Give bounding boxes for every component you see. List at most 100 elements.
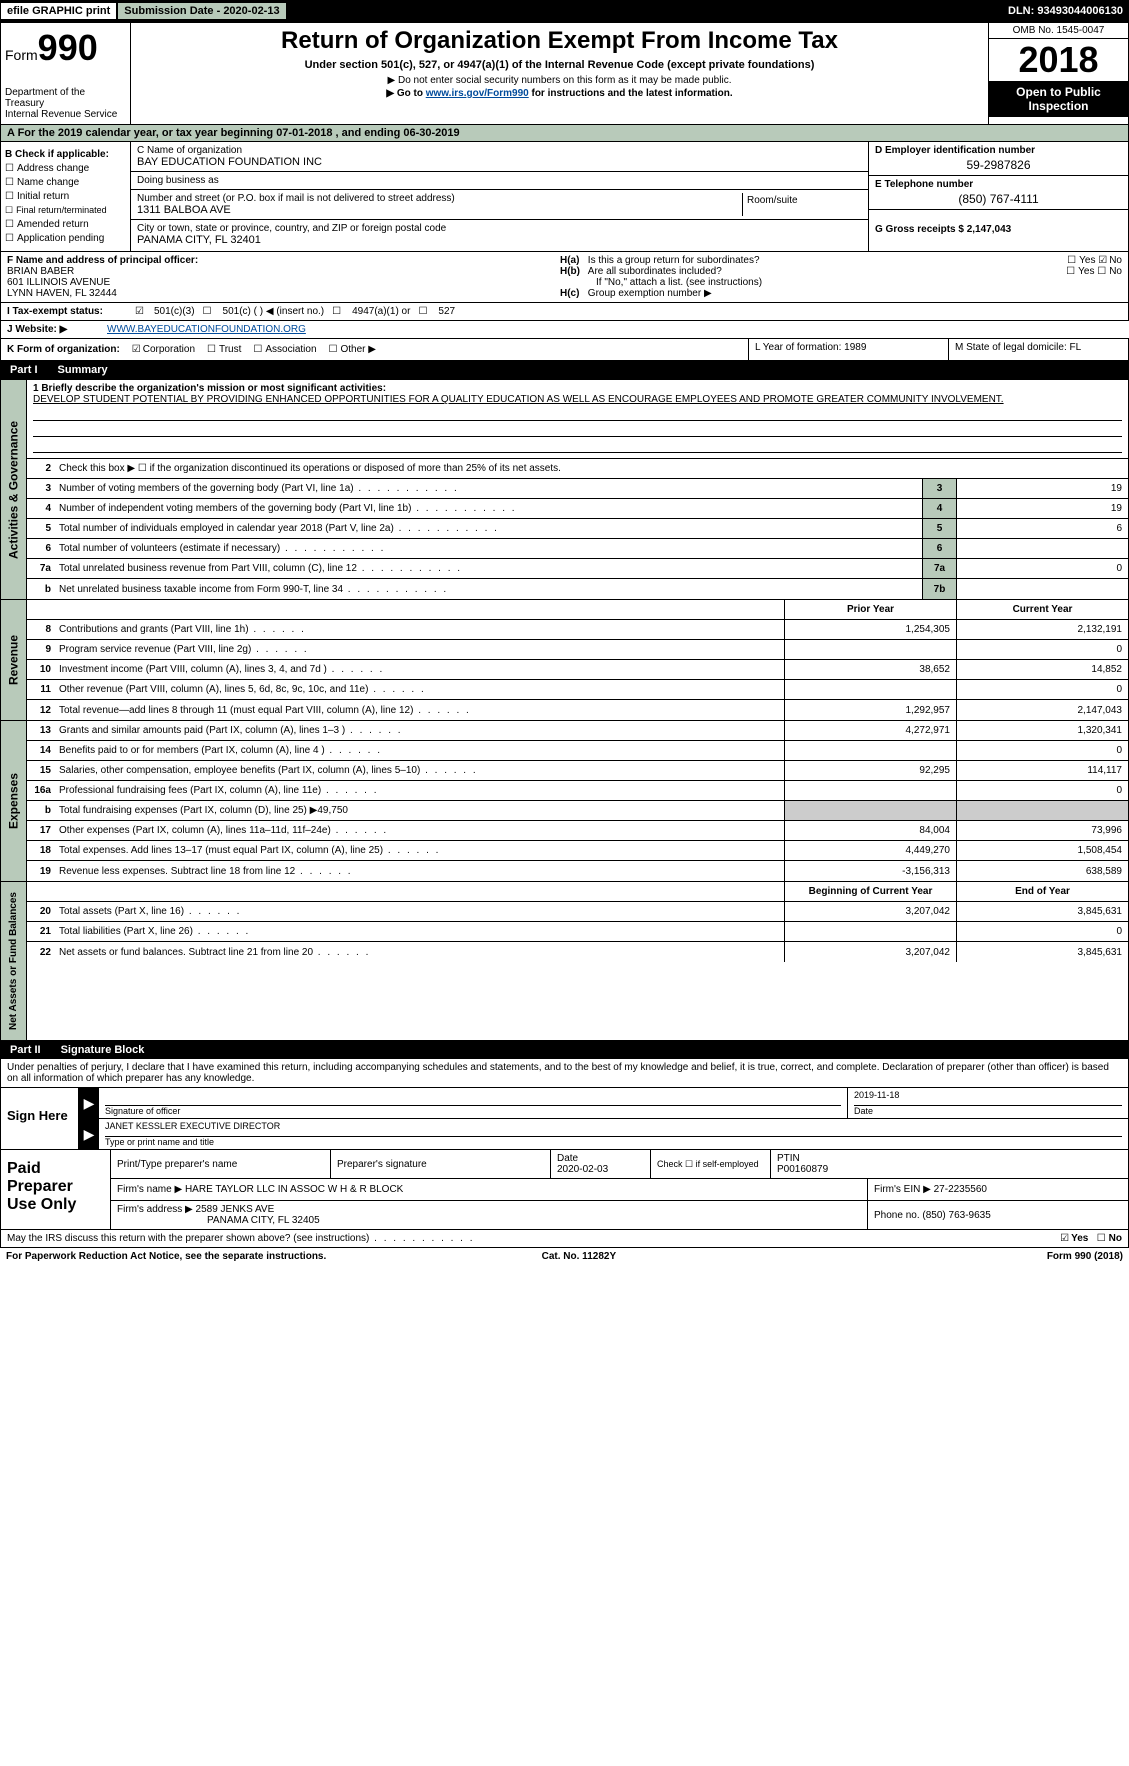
sign-here-label: Sign Here	[1, 1088, 79, 1149]
year-formation: L Year of formation: 1989	[749, 339, 949, 360]
sig-date: 2019-11-18	[854, 1090, 1122, 1106]
section-bcde: B Check if applicable: Address change Na…	[0, 142, 1129, 252]
state-domicile: M State of legal domicile: FL	[949, 339, 1128, 360]
line-num: b	[27, 582, 55, 597]
line-num: b	[27, 803, 55, 818]
ha-row: H(a) Is this a group return for subordin…	[560, 255, 1122, 266]
expenses-side-label: Expenses	[1, 721, 27, 881]
street-value: 1311 BALBOA AVE	[137, 204, 742, 216]
prior-value	[784, 680, 956, 699]
line-desc: Total liabilities (Part X, line 26)	[55, 924, 784, 939]
netassets-side-label: Net Assets or Fund Balances	[1, 882, 27, 1040]
prep-self-emp[interactable]: Check ☐ if self-employed	[651, 1150, 771, 1178]
line2-num: 2	[27, 461, 55, 476]
current-value: 3,845,631	[956, 902, 1128, 921]
chk-assoc[interactable]	[253, 344, 265, 355]
chk-527[interactable]	[418, 306, 430, 317]
line-num: 18	[27, 843, 55, 858]
irs-label: Internal Revenue Service	[5, 109, 126, 120]
signature-intro: Under penalties of perjury, I declare th…	[0, 1059, 1129, 1088]
chk-initial-return[interactable]: Initial return	[5, 191, 126, 202]
netassets-section: Net Assets or Fund Balances Beginning of…	[0, 882, 1129, 1041]
line-num: 9	[27, 642, 55, 657]
hb-yes[interactable]	[1066, 266, 1078, 277]
line-desc: Total unrelated business revenue from Pa…	[55, 561, 922, 576]
chk-other[interactable]	[329, 344, 341, 355]
line-desc: Program service revenue (Part VIII, line…	[55, 642, 784, 657]
discuss-text: May the IRS discuss this return with the…	[7, 1233, 475, 1244]
submission-date: Submission Date - 2020-02-13	[117, 2, 286, 20]
expenses-section: Expenses 13 Grants and similar amounts p…	[0, 721, 1129, 882]
current-value: 1,508,454	[956, 841, 1128, 860]
line-value	[956, 579, 1128, 599]
ha-no[interactable]	[1098, 255, 1109, 266]
current-value	[956, 801, 1128, 820]
column-c: C Name of organization BAY EDUCATION FOU…	[131, 142, 868, 251]
part1-title: Summary	[58, 364, 108, 376]
revenue-section: Revenue Prior Year Current Year 8 Contri…	[0, 600, 1129, 721]
line-num: 7a	[27, 561, 55, 576]
line-desc: Investment income (Part VIII, column (A)…	[55, 662, 784, 677]
table-row: 20 Total assets (Part X, line 16) 3,207,…	[27, 902, 1128, 922]
form-title: Return of Organization Exempt From Incom…	[141, 27, 978, 55]
mission-block: 1 Briefly describe the organization's mi…	[27, 380, 1128, 459]
prior-year-header: Prior Year	[784, 600, 956, 619]
chk-name-change[interactable]: Name change	[5, 177, 126, 188]
line-desc: Number of voting members of the governin…	[55, 481, 922, 496]
line-desc: Salaries, other compensation, employee b…	[55, 763, 784, 778]
firm-ein-label: Firm's EIN ▶	[874, 1184, 931, 1195]
line-desc: Net assets or fund balances. Subtract li…	[55, 945, 784, 960]
part1-header: Part I Summary	[0, 361, 1129, 379]
chk-501c[interactable]	[203, 306, 215, 317]
org-name: BAY EDUCATION FOUNDATION INC	[137, 156, 862, 168]
ha-label: H(a)	[560, 255, 579, 266]
prior-value	[784, 741, 956, 760]
tax-year: 2018	[989, 39, 1128, 81]
row-i: I Tax-exempt status: 501(c)(3) 501(c) ( …	[0, 303, 1129, 321]
chk-501c3[interactable]	[135, 306, 146, 317]
ptin-value: P00160879	[777, 1164, 828, 1175]
hb-row: H(b) Are all subordinates included? Yes …	[560, 266, 1122, 277]
discuss-yes[interactable]	[1060, 1233, 1071, 1244]
chk-4947[interactable]	[332, 306, 344, 317]
column-de: D Employer identification number 59-2987…	[868, 142, 1128, 251]
chk-final-return[interactable]: Final return/terminated	[5, 205, 126, 216]
mission-text: DEVELOP STUDENT POTENTIAL BY PROVIDING E…	[33, 394, 1004, 405]
line-numbox: 7a	[922, 559, 956, 578]
officer-city: LYNN HAVEN, FL 32444	[7, 288, 117, 299]
top-bar: efile GRAPHIC print Submission Date - 20…	[0, 0, 1129, 22]
website-link[interactable]: WWW.BAYEDUCATIONFOUNDATION.ORG	[107, 324, 306, 335]
chk-corp[interactable]	[132, 344, 143, 355]
chk-trust[interactable]	[207, 344, 219, 355]
open-public-badge: Open to Public Inspection	[989, 81, 1128, 117]
discuss-no[interactable]	[1097, 1233, 1109, 1244]
chk-address-change[interactable]: Address change	[5, 163, 126, 174]
line-desc: Professional fundraising fees (Part IX, …	[55, 783, 784, 798]
efile-label: efile GRAPHIC print	[0, 2, 117, 20]
prep-phone-label: Phone no.	[874, 1210, 920, 1221]
current-value: 73,996	[956, 821, 1128, 840]
line-desc: Number of independent voting members of …	[55, 501, 922, 516]
irs-link[interactable]: www.irs.gov/Form990	[426, 88, 529, 99]
hb-label: H(b)	[560, 266, 580, 277]
omb-number: OMB No. 1545-0047	[989, 23, 1128, 39]
prep-sig-header: Preparer's signature	[331, 1150, 551, 1178]
line-value: 19	[956, 499, 1128, 518]
begin-year-header: Beginning of Current Year	[784, 882, 956, 901]
footer-right: Form 990 (2018)	[1047, 1251, 1123, 1262]
table-row: 8 Contributions and grants (Part VIII, l…	[27, 620, 1128, 640]
table-row: 15 Salaries, other compensation, employe…	[27, 761, 1128, 781]
line-value: 6	[956, 519, 1128, 538]
officer-name-title: JANET KESSLER EXECUTIVE DIRECTOR	[105, 1121, 1122, 1137]
table-row: 22 Net assets or fund balances. Subtract…	[27, 942, 1128, 962]
line-desc: Net unrelated business taxable income fr…	[55, 582, 922, 597]
chk-app-pending[interactable]: Application pending	[5, 233, 126, 244]
ha-yes[interactable]	[1067, 255, 1079, 266]
chk-amended[interactable]: Amended return	[5, 219, 126, 230]
line-num: 21	[27, 924, 55, 939]
prior-value: 38,652	[784, 660, 956, 679]
arrow-icon	[79, 1119, 99, 1149]
line-desc: Contributions and grants (Part VIII, lin…	[55, 622, 784, 637]
line-desc: Total revenue—add lines 8 through 11 (mu…	[55, 703, 784, 718]
hb-no[interactable]	[1097, 266, 1109, 277]
